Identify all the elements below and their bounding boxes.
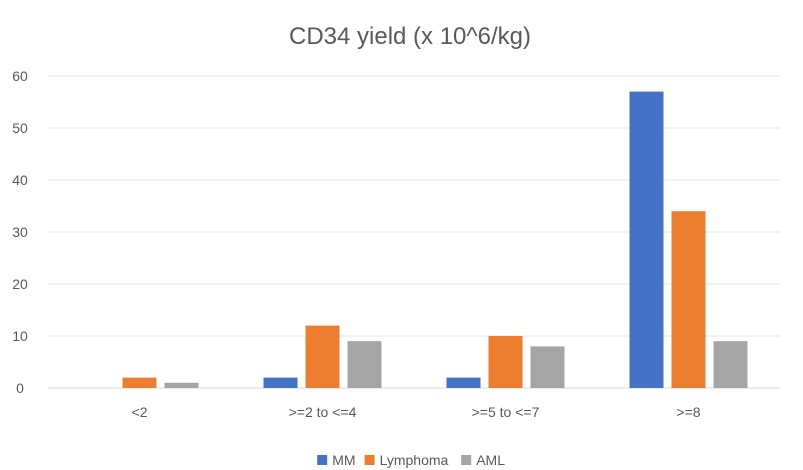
legend-label: MM — [332, 452, 355, 468]
x-tick-label: >=8 — [676, 404, 700, 420]
bar-lymphoma-3 — [671, 211, 706, 388]
legend-item-aml: AML — [461, 452, 505, 468]
bar-aml-0 — [164, 382, 199, 388]
x-tick-label: >=2 to <=4 — [289, 404, 357, 420]
bars — [122, 91, 748, 388]
y-tick-label: 60 — [12, 68, 28, 84]
bar-aml-3 — [713, 341, 748, 388]
legend-item-lymphoma: Lymphoma — [364, 452, 449, 468]
y-tick-label: 50 — [12, 120, 28, 136]
bar-mm-2 — [446, 377, 481, 388]
bar-mm-1 — [263, 377, 298, 388]
legend-swatch — [461, 455, 472, 465]
bar-mm-3 — [629, 91, 664, 388]
y-tick-label: 0 — [16, 380, 24, 396]
bar-lymphoma-2 — [488, 336, 523, 388]
legend-swatch — [364, 455, 375, 465]
legend-swatch — [317, 455, 328, 465]
x-axis-ticks: <2 >=2 to <=4 >=5 to <=7 >=8 — [132, 404, 701, 420]
legend-label: AML — [476, 452, 505, 468]
bar-aml-1 — [347, 341, 382, 388]
bar-lymphoma-0 — [122, 377, 157, 388]
gridlines — [48, 75, 780, 389]
bar-lymphoma-1 — [305, 325, 340, 388]
legend: MM Lymphoma AML — [317, 452, 505, 468]
y-tick-label: 30 — [12, 224, 28, 240]
x-tick-label: >=5 to <=7 — [472, 404, 540, 420]
y-tick-label: 40 — [12, 172, 28, 188]
y-tick-label: 10 — [12, 328, 28, 344]
y-tick-label: 20 — [12, 276, 28, 292]
legend-item-mm: MM — [317, 452, 356, 468]
legend-label: Lymphoma — [380, 452, 449, 468]
chart-title: CD34 yield (x 10^6/kg) — [289, 23, 531, 50]
y-axis-ticks: 0 10 20 30 40 50 60 — [12, 68, 28, 396]
bar-aml-2 — [530, 346, 565, 388]
x-tick-label: <2 — [132, 404, 148, 420]
